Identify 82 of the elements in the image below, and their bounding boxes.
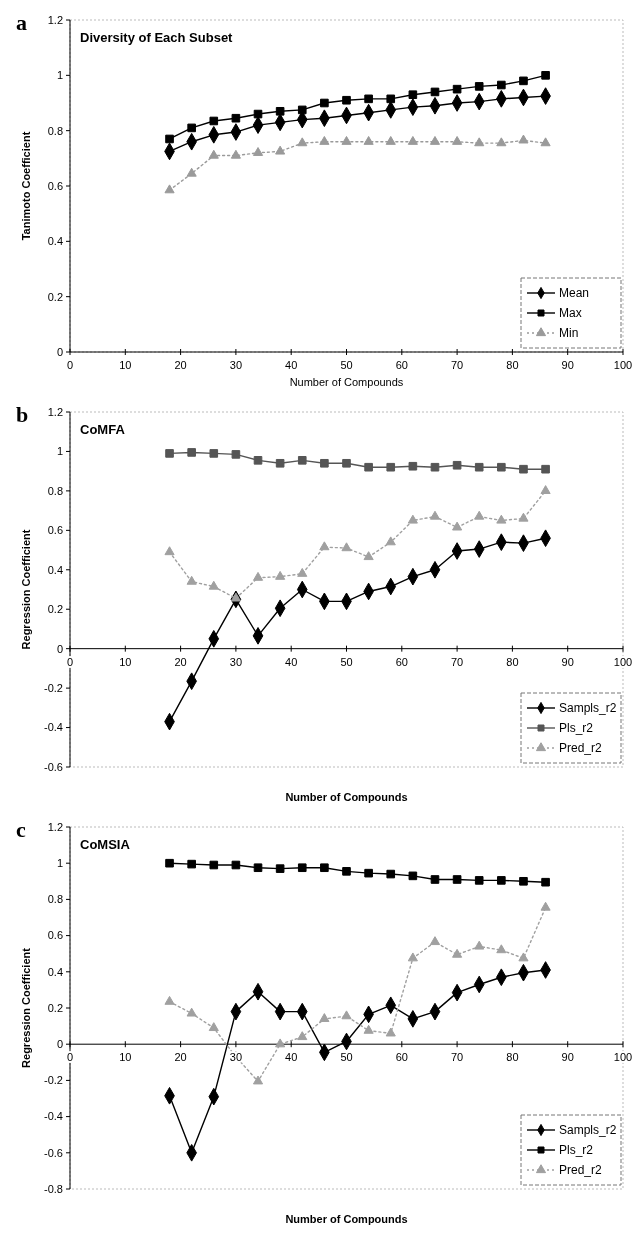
y-tick-label: 0.8: [47, 484, 63, 497]
x-tick-label: 100: [613, 655, 633, 668]
x-tick-label: 20: [174, 359, 187, 371]
x-tick-label: 100: [613, 359, 633, 371]
legend-label: Max: [559, 306, 582, 321]
y-tick-label: -0.4: [44, 721, 63, 734]
x-tick-label: 70: [450, 655, 464, 668]
x-axis-title: Number of Compounds: [289, 376, 404, 388]
x-tick-label: 60: [395, 1051, 408, 1064]
text: b: [16, 402, 29, 427]
x-tick-label: 90: [561, 655, 574, 668]
y-axis-title: Regression Coefficient: [20, 529, 32, 650]
y-tick-label: 0.2: [47, 1001, 63, 1014]
x-tick-label: 70: [450, 359, 464, 371]
x-tick-label: 30: [229, 655, 243, 668]
x-tick-label: 20: [174, 1051, 187, 1064]
x-tick-label: 40: [285, 1051, 298, 1064]
y-tick-label: 0.6: [47, 929, 63, 942]
y-tick-label: 0.8: [47, 893, 63, 906]
y-tick-label: 0.2: [47, 603, 63, 616]
x-tick-label: 50: [340, 655, 353, 668]
y-tick-label: 0: [56, 642, 63, 655]
x-tick-label: 90: [561, 359, 574, 371]
x-tick-label: 30: [229, 359, 243, 371]
x-tick-label: 100: [613, 1051, 633, 1064]
x-tick-label: 80: [506, 1051, 519, 1064]
y-tick-label: 0.8: [47, 124, 63, 137]
legend-label: Pls_r2: [559, 1143, 594, 1158]
x-tick-label: 80: [506, 655, 519, 668]
y-tick-label: 0.4: [47, 965, 63, 978]
legend-label: Pred_r2: [559, 741, 603, 756]
x-axis-title: Number of Compounds: [285, 791, 408, 803]
y-tick-label: 1: [56, 69, 63, 82]
y-tick-label: -0.2: [44, 1074, 63, 1087]
y-tick-label: 0.6: [47, 179, 63, 192]
x-tick-label: 10: [119, 359, 132, 371]
y-tick-label: 0.2: [47, 290, 63, 303]
text: a: [16, 10, 27, 35]
y-tick-label: 0.6: [47, 524, 63, 537]
legend-label: Mean: [559, 286, 590, 301]
x-tick-label: 70: [450, 1051, 464, 1064]
y-tick-label: 1.2: [47, 405, 63, 418]
text: c: [16, 817, 26, 842]
y-tick-label: 1.2: [47, 13, 63, 26]
x-tick-label: 0: [66, 655, 74, 668]
x-axis-title: Number of Compounds: [285, 1213, 408, 1225]
x-tick-label: 80: [506, 359, 519, 371]
text: CoMFA: [80, 422, 126, 437]
x-tick-label: 10: [119, 655, 132, 668]
y-tick-label: -0.6: [44, 760, 63, 773]
y-tick-label: -0.8: [44, 1182, 63, 1195]
y-axis-title: Tanimoto Coefficient: [20, 131, 32, 241]
legend-label: Pred_r2: [559, 1163, 603, 1178]
legend-label: Sampls_r2: [559, 701, 617, 716]
x-tick-label: 0: [66, 1051, 74, 1064]
y-axis-title: Regression Coefficient: [20, 947, 32, 1068]
legend-label: Sampls_r2: [559, 1123, 617, 1138]
y-tick-label: -0.6: [44, 1146, 63, 1159]
y-tick-label: 0.4: [47, 235, 63, 248]
legend-label: Min: [559, 326, 579, 341]
x-tick-label: 90: [561, 1051, 574, 1064]
x-tick-label: 50: [340, 1051, 353, 1064]
x-tick-label: 40: [285, 359, 298, 371]
x-tick-label: 60: [395, 359, 408, 371]
legend-label: Pls_r2: [559, 721, 594, 736]
y-tick-label: 1.2: [47, 820, 63, 833]
x-tick-label: 40: [285, 655, 298, 668]
y-tick-label: 1: [56, 857, 63, 870]
x-tick-label: 10: [119, 1051, 132, 1064]
x-tick-label: 60: [395, 655, 408, 668]
x-tick-label: 30: [229, 1051, 243, 1064]
y-tick-label: -0.4: [44, 1110, 63, 1123]
x-tick-label: 0: [66, 359, 74, 371]
y-tick-label: 0: [56, 345, 63, 358]
text: Diversity of Each Subset: [80, 30, 234, 45]
y-tick-label: 0.4: [47, 563, 63, 576]
y-tick-label: -0.2: [44, 681, 63, 694]
y-tick-label: 0: [56, 1038, 63, 1051]
x-tick-label: 50: [340, 359, 353, 371]
x-tick-label: 20: [174, 655, 187, 668]
text: CoMSIA: [80, 837, 131, 852]
y-tick-label: 1: [56, 445, 63, 458]
